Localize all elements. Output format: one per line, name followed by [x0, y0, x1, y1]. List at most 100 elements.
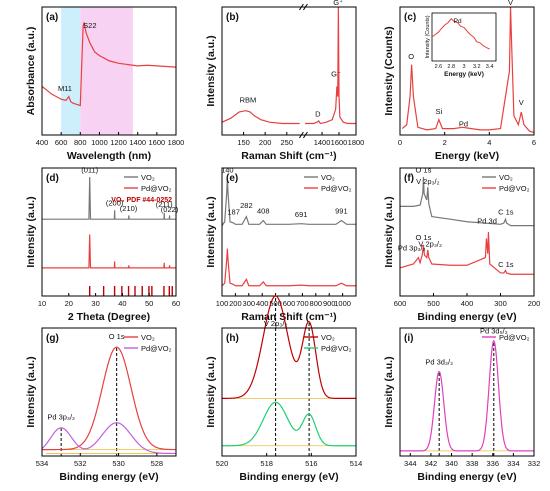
x-tick-label: 534 [36, 459, 49, 468]
annotation: (022) [161, 205, 179, 214]
annotation: Pd 3d₃/₂ [425, 357, 453, 366]
x-axis-label: Binding energy (eV) [239, 471, 338, 483]
y-axis-label: Intensity (Counts) [383, 26, 395, 115]
series-line [399, 231, 534, 275]
series-line [41, 422, 177, 455]
x-tick-label: 1800 [168, 138, 185, 147]
y-axis-label: Intensity (a.u.) [205, 196, 217, 267]
x-tick-label: 1000 [334, 299, 351, 308]
x-axis-label: Binding energy (eV) [59, 471, 158, 483]
annotation: O 1s [109, 332, 125, 341]
x-tick-label: 338 [466, 459, 479, 468]
annotation: 408 [257, 206, 270, 215]
inset-y-label: Intensity (Counts) [425, 15, 431, 58]
inset-line [431, 18, 490, 50]
annotation: O 1s [416, 233, 432, 242]
legend-label: Pd@VO₂ [499, 184, 530, 193]
annotation: D [315, 109, 321, 118]
inset-annotation: Pd [454, 18, 462, 25]
plot-frame [221, 327, 357, 457]
x-tick-label: 600 [394, 299, 407, 308]
annotation: 140 [221, 165, 234, 174]
inset-frame [431, 12, 497, 62]
x-tick-label: 514 [350, 459, 363, 468]
annotation: (210) [120, 204, 138, 213]
x-tick-label: 900 [323, 299, 336, 308]
x-tick-label: 340 [445, 459, 458, 468]
annotation: 187 [227, 208, 240, 217]
annotation: 282 [240, 201, 253, 210]
legend-label: Pd@VO₂ [141, 184, 172, 193]
legend-label: VO₂ [141, 173, 155, 182]
x-tick-label: 300 [494, 299, 507, 308]
annotation: 691 [295, 210, 308, 219]
x-tick-label: 1200 [110, 138, 127, 147]
panel-a: 400 600 800 1000 1200 1400 1600 1800 Wavelength … [25, 6, 185, 162]
inset-tick-label: 2.8 [447, 64, 455, 70]
y-axis-label: Intensity (a.u.) [205, 35, 217, 106]
x-tick-label: 1600 [149, 138, 166, 147]
axis-break [302, 3, 308, 11]
x-tick-label: 200 [528, 299, 541, 308]
inset-tick-label: 3.2 [473, 64, 481, 70]
series-line [400, 176, 534, 227]
series-line [42, 234, 176, 269]
series-line [221, 178, 356, 226]
x-tick-label: 200 [259, 138, 272, 147]
x-tick-label: 100 [216, 299, 229, 308]
x-axis-label: Binding energy (eV) [417, 311, 516, 323]
annotation: S22 [83, 21, 96, 30]
x-tick-label: 30 [91, 299, 99, 308]
panel-f: 600 500 400 300 200 Binding energy (eV) Intens… [383, 165, 540, 323]
annotation: Si [436, 107, 443, 116]
x-axis-label: Binding energy (eV) [417, 471, 516, 483]
y-axis-label: Intensity (a.u.) [383, 196, 395, 267]
annotation: C 1s [498, 208, 514, 217]
annotation: G⁺ [333, 0, 343, 7]
annotation: Pd [459, 120, 468, 129]
x-tick-label: 1000 [91, 138, 108, 147]
x-tick-label: 528 [151, 459, 164, 468]
y-axis-label: Intensity (a.u.) [205, 356, 217, 427]
series-line [41, 22, 177, 107]
legend-label: VO₂ [499, 173, 513, 182]
series-line [221, 110, 300, 125]
x-tick-label: 332 [528, 459, 541, 468]
annotation: V [519, 98, 524, 107]
plot-frame [41, 6, 177, 136]
legend-label: Pd@VO₂ [499, 333, 530, 342]
panel-c: 0 2 4 6 Energy (keV) Intensity (Counts) (c) O Si… [383, 0, 536, 162]
panel-label: (c) [404, 12, 416, 23]
inset-x-label: Energy (keV) [444, 71, 484, 78]
annotation: C 1s [498, 260, 514, 269]
annotation: Pd 3p₃/₂ [47, 412, 75, 421]
x-tick-label: 400 [461, 299, 474, 308]
x-axis-label: 2 Theta (Degree) [68, 311, 150, 323]
x-tick-label: 200 [229, 299, 242, 308]
panel-label: (f) [404, 173, 414, 184]
legend-label: VO₂ [321, 173, 335, 182]
x-axis-label: Wavelength (nm) [67, 150, 151, 162]
annotation: (211) [156, 200, 173, 209]
x-tick-label: 10 [38, 299, 46, 308]
annotation: V [508, 0, 513, 7]
annotation: RBM [240, 95, 257, 104]
annotation: V 2p₃/₂ [264, 319, 288, 328]
plot-frame [41, 327, 177, 457]
annotation: Pd 3d [477, 217, 497, 226]
x-tick-label: 800 [74, 138, 87, 147]
panel-label: (a) [46, 12, 58, 23]
x-tick-label: 1400 [314, 138, 331, 147]
band-0 [61, 7, 81, 135]
annotation: V 2p₃/₂ [416, 177, 440, 186]
series-line [221, 295, 356, 399]
legend-label: Pd@VO₂ [141, 344, 172, 353]
x-tick-label: 20 [65, 299, 73, 308]
x-axis-label: Energy (keV) [435, 150, 499, 162]
x-tick-label: 60 [172, 299, 180, 308]
panel-label: (b) [226, 12, 239, 23]
plot-frame [221, 6, 357, 136]
